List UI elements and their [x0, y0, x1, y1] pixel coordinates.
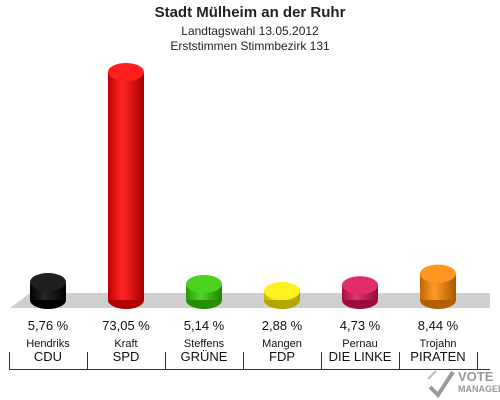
chart-subtitle-district: Erststimmen Stimmbezirk 131	[170, 39, 330, 53]
label-separator	[399, 352, 400, 370]
value-label-piraten: 8,44 %	[417, 318, 459, 333]
party-label-die-linke: DIE LINKE	[328, 349, 392, 364]
bar-piraten	[420, 264, 456, 309]
party-label-piraten: PIRATEN	[410, 349, 466, 364]
label-baseline	[10, 369, 490, 370]
bar-die-linke	[342, 276, 378, 309]
party-label-fdp: FDP	[269, 349, 295, 364]
bar-spd	[108, 63, 144, 309]
label-separator	[165, 352, 166, 370]
label-separator	[477, 352, 478, 370]
floor-shadow	[10, 293, 490, 308]
logo-line2: MANAGER	[458, 384, 500, 394]
value-label-spd: 73,05 %	[102, 318, 150, 333]
value-label-fdp: 2,88 %	[261, 318, 303, 333]
party-label-gr-ne: GRÜNE	[180, 349, 228, 364]
vote-manager-logo: VOTE MANAGER	[426, 367, 500, 400]
value-label-cdu: 5,76 %	[27, 318, 69, 333]
candidate-label-die-linke: Pernau	[342, 338, 378, 350]
candidate-label-fdp: Mangen	[262, 338, 302, 350]
label-separator	[321, 352, 322, 370]
value-label-gr-ne: 5,14 %	[183, 318, 225, 333]
label-separator	[87, 352, 88, 370]
bar-fdp	[264, 282, 300, 309]
candidate-label-spd: Kraft	[114, 338, 138, 350]
label-separator	[243, 352, 244, 370]
label-separator	[9, 352, 10, 370]
candidate-label-piraten: Trojahn	[419, 338, 457, 350]
bar-cdu	[30, 273, 66, 309]
candidate-label-cdu: Hendriks	[26, 338, 70, 350]
ballot-check-icon	[427, 370, 455, 399]
value-label-die-linke: 4,73 %	[339, 318, 381, 333]
logo-line1: VOTE	[458, 369, 494, 384]
chart-title: Stadt Mülheim an der Ruhr	[154, 4, 346, 21]
party-label-spd: SPD	[112, 349, 140, 364]
candidate-label-gr-ne: Steffens	[183, 338, 225, 350]
bar-gr-ne	[186, 274, 222, 309]
chart-subtitle-election: Landtagswahl 13.05.2012	[181, 24, 319, 38]
party-label-cdu: CDU	[33, 349, 63, 364]
